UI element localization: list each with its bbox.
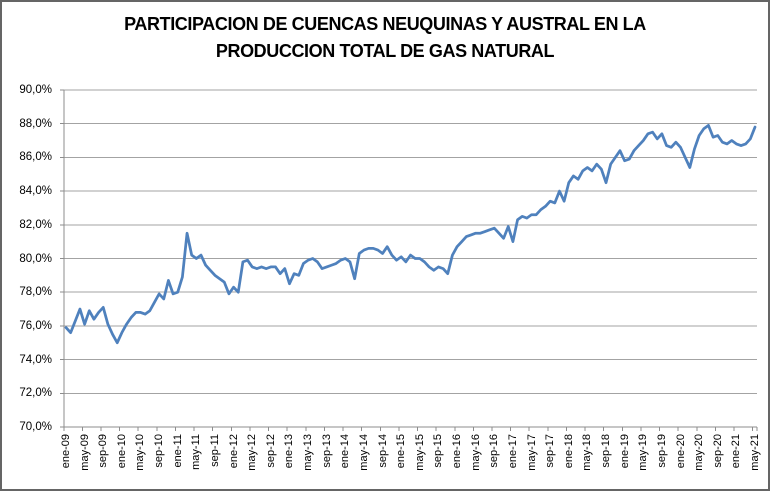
chart-title-line-1: PARTICIPACION DE CUENCAS NEUQUINAS Y AUS… bbox=[124, 14, 646, 34]
x-axis-tick-label: may-20 bbox=[693, 434, 706, 471]
x-axis-tick-label: sep-15 bbox=[432, 434, 445, 468]
x-axis-tick-label: may-12 bbox=[246, 434, 259, 471]
x-axis-tick-label: sep-09 bbox=[97, 434, 110, 468]
x-axis-tick-label: may-15 bbox=[413, 434, 426, 471]
x-axis-tick-label: may-19 bbox=[637, 434, 650, 471]
chart-title: PARTICIPACION DE CUENCAS NEUQUINAS Y AUS… bbox=[2, 11, 768, 65]
x-axis-tick-label: sep-20 bbox=[711, 434, 724, 468]
y-axis-tick-label: 88,0% bbox=[19, 117, 52, 130]
x-axis-tick-label: sep-19 bbox=[655, 434, 668, 468]
x-axis-tick-label: sep-11 bbox=[208, 434, 221, 467]
x-axis-tick-label: ene-19 bbox=[618, 434, 631, 469]
x-axis-tick-label: ene-18 bbox=[562, 434, 575, 469]
x-axis-tick-label: may-13 bbox=[302, 434, 315, 471]
x-axis-tick-label: sep-13 bbox=[320, 434, 333, 468]
x-axis-tick-label: sep-12 bbox=[264, 434, 277, 468]
y-axis-tick-label: 90,0% bbox=[19, 84, 52, 96]
x-axis-tick-label: sep-17 bbox=[544, 434, 557, 468]
x-axis-tick-label: ene-09 bbox=[60, 434, 72, 469]
x-axis-tick-label: ene-21 bbox=[730, 434, 743, 469]
x-axis-tick-label: ene-15 bbox=[395, 434, 408, 469]
x-axis-tick-label: ene-13 bbox=[283, 434, 296, 469]
x-axis-tick-label: ene-20 bbox=[674, 434, 687, 469]
x-axis-tick-label: ene-10 bbox=[115, 434, 128, 469]
x-axis-tick-label: may-09 bbox=[78, 434, 91, 471]
x-axis-tick-label: ene-14 bbox=[339, 434, 352, 469]
x-axis-tick-label: sep-10 bbox=[153, 434, 166, 468]
y-axis-tick-label: 86,0% bbox=[19, 151, 52, 164]
x-axis-tick-label: ene-17 bbox=[506, 434, 519, 469]
y-axis-tick-label: 70,0% bbox=[19, 421, 52, 433]
x-axis-tick-label: may-18 bbox=[581, 434, 594, 471]
y-axis-tick-label: 82,0% bbox=[19, 218, 52, 231]
y-axis-tick-label: 72,0% bbox=[19, 387, 52, 400]
line-chart-plot-area bbox=[60, 89, 758, 431]
y-axis-tick-label: 84,0% bbox=[19, 185, 52, 198]
x-axis-tick-label: may-11 bbox=[190, 434, 203, 470]
x-axis-tick-label: may-17 bbox=[525, 434, 538, 471]
x-axis-tick-label: sep-16 bbox=[488, 434, 501, 468]
x-axis-tick-label: ene-16 bbox=[451, 434, 464, 469]
x-axis-tick-label: sep-18 bbox=[600, 434, 613, 468]
x-axis-tick-label: may-21 bbox=[749, 434, 761, 471]
x-axis-tick-label: may-14 bbox=[357, 434, 370, 471]
x-axis-tick-label: may-10 bbox=[134, 434, 147, 471]
data-series-line bbox=[64, 124, 757, 345]
x-axis-tick-label: may-16 bbox=[469, 434, 482, 471]
x-axis-tick-label: ene-11 bbox=[171, 434, 184, 468]
y-axis-tick-label: 76,0% bbox=[19, 319, 52, 332]
chart-title-line-2: PRODUCCION TOTAL DE GAS NATURAL bbox=[215, 41, 555, 61]
y-axis-tick-label: 80,0% bbox=[19, 252, 52, 265]
y-axis-tick-label: 74,0% bbox=[19, 353, 52, 366]
x-axis-tick-label: sep-14 bbox=[376, 434, 389, 468]
x-axis-tick-label: ene-12 bbox=[227, 434, 240, 469]
y-axis-tick-label: 78,0% bbox=[19, 286, 52, 299]
